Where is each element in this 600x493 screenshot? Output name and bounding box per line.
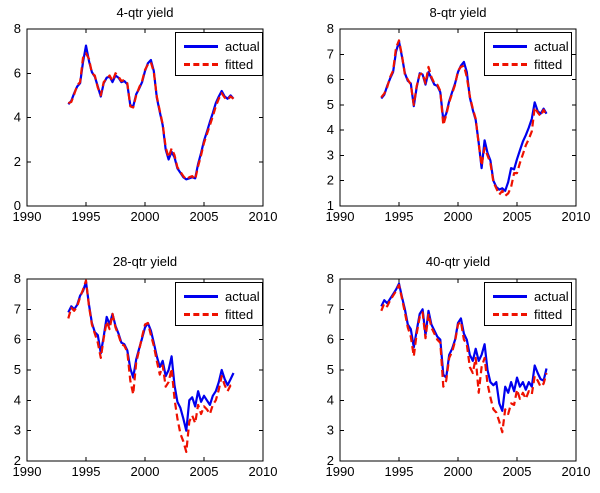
actual-line	[67, 44, 235, 181]
fitted-line-sample	[493, 312, 527, 316]
y-tick-label: 4	[14, 392, 21, 407]
x-tick-label: 1995	[72, 209, 101, 224]
fitted-line-sample	[493, 62, 527, 66]
y-tick-label: 0	[14, 198, 21, 213]
y-tick-label: 3	[327, 423, 334, 438]
plot-canvas-8qtr: 1990 1995 2000 2005 2010 1 2 3 4 5 6 7 8	[326, 21, 591, 224]
fitted-line	[67, 52, 235, 181]
y-tick-label: 7	[327, 301, 334, 316]
plot-title-8qtr: 8-qtr yield	[429, 5, 487, 20]
x-tick-label: 2005	[503, 464, 532, 479]
legend-label-fitted: fitted	[534, 306, 563, 322]
x-tick-label: 1990	[326, 209, 355, 224]
subplot-28qtr-yield: 1990 1995 2000 2005 2010 2 3 4 5 6 7 8 28-qtr yield…	[0, 246, 300, 493]
y-tick-label: 6	[14, 332, 21, 347]
legend-label-actual: actual	[225, 38, 260, 54]
legend-label-actual: actual	[534, 288, 569, 304]
y-tick-label: 8	[14, 21, 21, 36]
y-tick-label: 5	[327, 97, 334, 112]
legend-item-actual: actual	[184, 37, 262, 55]
y-tick-label: 8	[327, 271, 334, 286]
x-tick-label: 1995	[72, 464, 101, 479]
plot-title-4qtr: 4-qtr yield	[116, 5, 174, 20]
y-tick-label: 2	[14, 453, 21, 468]
y-tick-label: 4	[14, 110, 21, 125]
fitted-line-sample	[184, 62, 218, 66]
y-tick-label: 1	[327, 198, 334, 213]
plot-canvas-40qtr: 1990 1995 2000 2005 2010 2 3 4 5 6 7 8	[326, 271, 591, 479]
x-tick-label: 2000	[131, 464, 160, 479]
actual-line-sample	[493, 44, 527, 48]
fitted-line-sample	[184, 312, 218, 316]
y-tick-label: 2	[14, 154, 21, 169]
x-tick-label: 1995	[385, 464, 414, 479]
x-tick-label: 2005	[190, 209, 219, 224]
actual-line	[380, 282, 548, 412]
legend-label-actual: actual	[534, 38, 569, 54]
x-tick-label: 1990	[13, 464, 42, 479]
x-tick-label: 1990	[326, 464, 355, 479]
y-tick-label: 7	[327, 46, 334, 61]
y-tick-label: 2	[327, 173, 334, 188]
subplot-40qtr-yield: 1990 1995 2000 2005 2010 2 3 4 5 6 7 8 40-qtr yield…	[300, 246, 600, 493]
subplot-4qtr-yield: 1990 1995 2000 2005 2010 0 2 4 6 8 4-qtr yield ac…	[0, 0, 300, 246]
x-tick-label: 2005	[503, 209, 532, 224]
legend-item-fitted: fitted	[184, 305, 262, 323]
y-tick-label: 2	[327, 453, 334, 468]
x-tick-label: 2005	[190, 464, 219, 479]
legend-label-fitted: fitted	[534, 56, 563, 72]
y-tick-label: 5	[327, 362, 334, 377]
legend-28qtr: actual fitted	[175, 282, 263, 326]
y-tick-label: 3	[14, 423, 21, 438]
plot-title-40qtr: 40-qtr yield	[425, 254, 491, 269]
subplot-8qtr-yield: 1990 1995 2000 2005 2010 1 2 3 4 5 6 7 8 8-qtr yield…	[300, 0, 600, 246]
x-tick-label: 2010	[249, 464, 278, 479]
y-tick-label: 6	[327, 332, 334, 347]
y-tick-label: 5	[14, 362, 21, 377]
actual-line-sample	[184, 44, 218, 48]
fitted-line	[67, 279, 235, 453]
x-tick-label: 2010	[562, 209, 591, 224]
y-tick-label: 8	[14, 271, 21, 286]
fitted-line	[380, 39, 548, 197]
y-tick-label: 3	[327, 147, 334, 162]
fitted-line	[380, 283, 548, 434]
legend-item-fitted: fitted	[493, 305, 571, 323]
x-tick-label: 1990	[13, 209, 42, 224]
legend-8qtr: actual fitted	[484, 32, 572, 76]
y-tick-label: 8	[327, 21, 334, 36]
plot-title-28qtr: 28-qtr yield	[112, 254, 178, 269]
plot-canvas-4qtr: 1990 1995 2000 2005 2010 0 2 4 6 8	[13, 21, 278, 224]
y-tick-label: 6	[327, 72, 334, 87]
legend-item-actual: actual	[493, 287, 571, 305]
legend-4qtr: actual fitted	[175, 32, 263, 76]
y-tick-label: 4	[327, 392, 334, 407]
legend-40qtr: actual fitted	[484, 282, 572, 326]
legend-label-fitted: fitted	[225, 306, 254, 322]
legend-item-fitted: fitted	[184, 55, 262, 73]
actual-line-sample	[493, 294, 527, 298]
x-tick-label: 2010	[562, 464, 591, 479]
y-tick-label: 7	[14, 301, 21, 316]
actual-line-sample	[184, 294, 218, 298]
x-tick-label: 2000	[131, 209, 160, 224]
plot-canvas-28qtr: 1990 1995 2000 2005 2010 2 3 4 5 6 7 8	[13, 271, 278, 479]
x-tick-label: 2000	[444, 209, 473, 224]
legend-label-fitted: fitted	[225, 56, 254, 72]
x-tick-label: 1995	[385, 209, 414, 224]
legend-item-actual: actual	[493, 37, 571, 55]
legend-item-fitted: fitted	[493, 55, 571, 73]
legend-label-actual: actual	[225, 288, 260, 304]
x-tick-label: 2000	[444, 464, 473, 479]
y-tick-label: 4	[327, 122, 334, 137]
legend-item-actual: actual	[184, 287, 262, 305]
y-tick-label: 6	[14, 65, 21, 80]
x-tick-label: 2010	[249, 209, 278, 224]
